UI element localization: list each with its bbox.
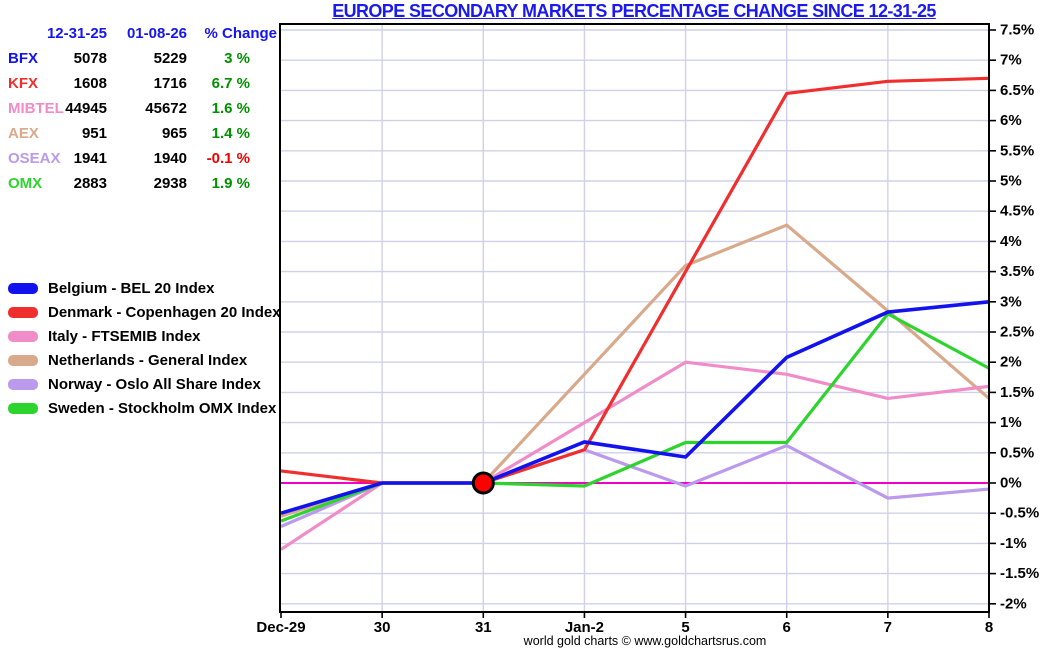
quote-table-row: OMX 2883 2938 1.9 % bbox=[8, 171, 277, 196]
legend-label: Norway - Oslo All Share Index bbox=[48, 375, 261, 393]
series-line-netherlands bbox=[280, 223, 991, 518]
value-end: 5229 bbox=[153, 50, 187, 67]
y-tick-label: 3% bbox=[1000, 293, 1022, 310]
start-marker-dot bbox=[471, 471, 495, 495]
legend-swatch bbox=[8, 354, 38, 366]
percent-change: 1.9 % bbox=[211, 175, 250, 192]
chart-title: EUROPE SECONDARY MARKETS PERCENTAGE CHAN… bbox=[332, 1, 936, 21]
y-tick-label: -1.5% bbox=[1000, 565, 1039, 582]
y-tick-label: 1.5% bbox=[1000, 384, 1034, 401]
legend-item: Italy - FTSEMIB Index bbox=[8, 324, 281, 348]
percent-change: -0.1 % bbox=[206, 150, 250, 167]
legend-label: Italy - FTSEMIB Index bbox=[48, 327, 201, 345]
legend-label: Sweden - Stockholm OMX Index bbox=[48, 399, 277, 417]
y-tick-label: 4% bbox=[1000, 233, 1022, 250]
percent-change: 3 % bbox=[224, 50, 250, 67]
quote-table-header-date2: 01-08-26 bbox=[126, 25, 187, 42]
legend-swatch bbox=[8, 402, 38, 414]
footer-credit: world gold charts © www.goldchartsrus.co… bbox=[523, 634, 767, 648]
value-start: 1608 bbox=[73, 75, 107, 92]
y-tick-label: 5.5% bbox=[1000, 142, 1034, 159]
index-symbol: OMX bbox=[8, 175, 43, 192]
y-tick-label: 2.5% bbox=[1000, 324, 1034, 341]
legend-label: Belgium - BEL 20 Index bbox=[48, 279, 215, 297]
y-tick-label: -1% bbox=[1000, 535, 1027, 552]
quote-table-row: BFX 5078 5229 3 % bbox=[8, 46, 277, 71]
quote-table: 12-31-25 01-08-26 % Change BFX 5078 5229 3 … bbox=[8, 21, 277, 196]
index-symbol: AEX bbox=[8, 125, 39, 142]
legend-item: Belgium - BEL 20 Index bbox=[8, 276, 281, 300]
quote-table-row: KFX 1608 1716 6.7 % bbox=[8, 71, 277, 96]
y-tick-label: 2% bbox=[1000, 354, 1022, 371]
quote-table-header-date1: 12-31-25 bbox=[46, 25, 107, 42]
series-line-belgium bbox=[280, 300, 990, 515]
index-symbol: BFX bbox=[8, 50, 38, 67]
quote-table-row: AEX 951 965 1.4 % bbox=[8, 121, 277, 146]
value-start: 951 bbox=[81, 125, 107, 142]
series-line-italy bbox=[280, 360, 990, 551]
legend-swatch bbox=[8, 282, 38, 294]
value-end: 2938 bbox=[153, 175, 187, 192]
x-tick-label: 5 bbox=[681, 619, 689, 636]
x-tick-label: 31 bbox=[475, 619, 492, 636]
y-tick-label: 6% bbox=[1000, 112, 1022, 129]
value-start: 1941 bbox=[73, 150, 107, 167]
quote-table-header-change: % Change bbox=[204, 25, 277, 42]
x-tick-label: Dec-29 bbox=[256, 619, 305, 636]
y-tick-label: 4.5% bbox=[1000, 203, 1034, 220]
legend-label: Netherlands - General Index bbox=[48, 351, 248, 369]
legend-item: Netherlands - General Index bbox=[8, 348, 281, 372]
legend-swatch bbox=[8, 330, 38, 342]
legend-item: Norway - Oslo All Share Index bbox=[8, 372, 281, 396]
y-tick-label: 3.5% bbox=[1000, 263, 1034, 280]
legend-item: Sweden - Stockholm OMX Index bbox=[8, 396, 281, 420]
quote-table-row: MIBTEL 44945 45672 1.6 % bbox=[8, 96, 277, 121]
percent-change: 6.7 % bbox=[211, 75, 250, 92]
value-start: 2883 bbox=[73, 175, 107, 192]
series-line-norway bbox=[280, 443, 990, 528]
x-tick-label: Jan-2 bbox=[565, 619, 604, 636]
legend-swatch bbox=[8, 306, 38, 318]
percent-change: 1.4 % bbox=[211, 125, 250, 142]
series-line-sweden bbox=[280, 312, 990, 523]
value-start: 5078 bbox=[73, 50, 107, 67]
y-tick-label: 7.5% bbox=[1000, 22, 1034, 39]
y-tick-label: 5% bbox=[1000, 173, 1022, 190]
y-tick-label: 0% bbox=[1000, 475, 1022, 492]
y-tick-label: -2% bbox=[1000, 595, 1027, 612]
y-tick-label: 7% bbox=[1000, 52, 1022, 69]
percent-change: 1.6 % bbox=[211, 100, 250, 117]
legend-swatch bbox=[8, 378, 38, 390]
plot-border bbox=[279, 23, 990, 613]
x-tick-label: 8 bbox=[985, 619, 993, 636]
x-tick-label: 6 bbox=[783, 619, 791, 636]
x-tick-label: 7 bbox=[884, 619, 892, 636]
quote-table-header-row: 12-31-25 01-08-26 % Change bbox=[8, 21, 277, 46]
y-tick-label: 6.5% bbox=[1000, 82, 1034, 99]
value-end: 1940 bbox=[153, 150, 187, 167]
legend-item: Denmark - Copenhagen 20 Index bbox=[8, 300, 281, 324]
chart-legend: Belgium - BEL 20 Index Denmark - Copenhag… bbox=[8, 276, 281, 420]
y-tick-label: 1% bbox=[1000, 414, 1022, 431]
x-tick-label: 30 bbox=[374, 619, 391, 636]
y-tick-label: -0.5% bbox=[1000, 505, 1039, 522]
value-start: 44945 bbox=[65, 100, 107, 117]
value-end: 1716 bbox=[153, 75, 187, 92]
quote-table-row: OSEAX 1941 1940 -0.1 % bbox=[8, 146, 277, 171]
legend-label: Denmark - Copenhagen 20 Index bbox=[48, 303, 281, 321]
index-symbol: KFX bbox=[8, 75, 38, 92]
value-end: 965 bbox=[161, 125, 187, 142]
y-tick-label: 0.5% bbox=[1000, 444, 1034, 461]
value-end: 45672 bbox=[145, 100, 187, 117]
